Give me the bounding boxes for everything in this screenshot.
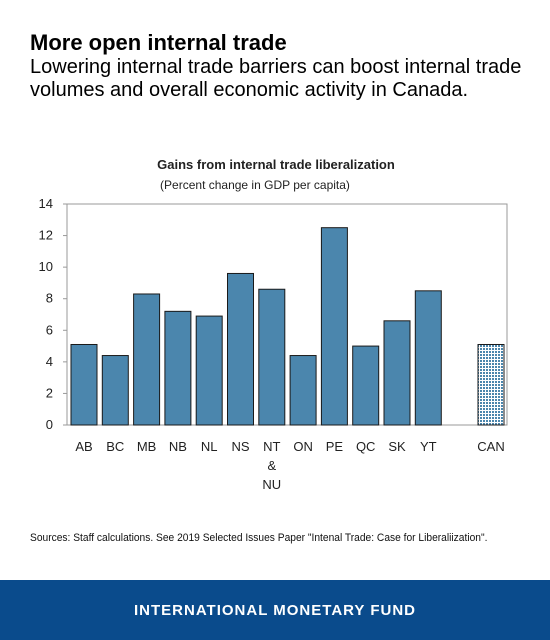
x-tick-label: MB (137, 439, 157, 454)
bar-can (477, 343, 505, 426)
bar-bc (101, 355, 129, 426)
bar-nl (195, 315, 223, 426)
x-tick-label: QC (356, 439, 376, 454)
x-tick-label: NS (231, 439, 249, 454)
y-tick-label: 4 (46, 354, 53, 369)
x-tick-label: NT & NU (262, 439, 281, 492)
bar-nb (164, 310, 192, 426)
y-tick-label: 14 (39, 196, 53, 211)
x-tick-label: SK (388, 439, 406, 454)
bar-sk (383, 320, 411, 426)
footer-banner: INTERNATIONAL MONETARY FUND (0, 580, 550, 640)
x-tick-label: NL (201, 439, 218, 454)
bar-qc (352, 345, 380, 426)
chart-title: Gains from internal trade liberalization (157, 157, 395, 172)
y-tick-label: 2 (46, 385, 53, 400)
bar-mb (133, 293, 161, 426)
y-axis: 0 2 4 6 8 10 12 14 (39, 196, 67, 432)
x-tick-label: BC (106, 439, 124, 454)
bar-yt (414, 290, 442, 426)
bar-pe (320, 227, 348, 426)
footer-org-name: INTERNATIONAL MONETARY FUND (134, 601, 416, 619)
x-tick-label: CAN (477, 439, 504, 454)
bar-ab (70, 343, 98, 426)
x-axis: AB BC MB NB NL NS NT & NU ON PE QC SK YT CAN (75, 439, 504, 492)
bar-chart: Gains from internal trade liberalization… (39, 157, 508, 492)
chart-subtitle: (Percent change in GDP per capita) (160, 178, 350, 192)
subheadline: Lowering internal trade barriers can boo… (30, 56, 522, 101)
x-tick-label: YT (420, 439, 437, 454)
y-tick-label: 12 (39, 228, 53, 243)
bar-on (289, 355, 317, 426)
bars (70, 227, 505, 426)
bar-ns (227, 272, 254, 426)
headline: More open internal trade (30, 30, 287, 55)
plot-area-frame (66, 203, 508, 426)
y-tick-label: 6 (46, 322, 53, 337)
source-note: Sources: Staff calculations. See 2019 Se… (30, 532, 488, 544)
y-tick-label: 0 (46, 417, 53, 432)
x-tick-label: AB (75, 439, 92, 454)
x-tick-label: ON (293, 439, 313, 454)
x-tick-label: NB (169, 439, 187, 454)
y-tick-label: 10 (39, 259, 53, 274)
y-tick-label: 8 (46, 291, 53, 306)
bar-nt-nu (258, 288, 286, 426)
x-tick-label: PE (326, 439, 344, 454)
